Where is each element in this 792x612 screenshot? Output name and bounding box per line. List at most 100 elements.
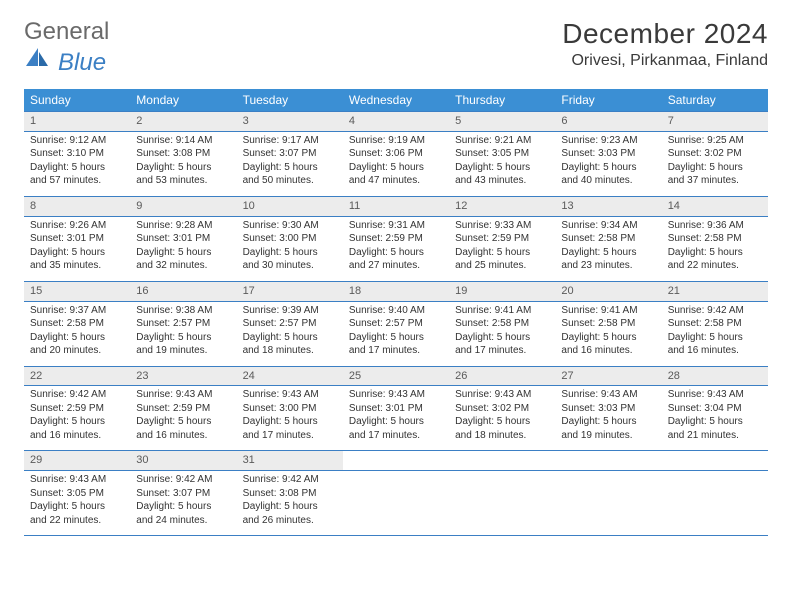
day-number-cell: 25: [343, 366, 449, 386]
day-number: 2: [130, 112, 236, 131]
day-number: 14: [662, 197, 768, 216]
day-line-ss: Sunset: 3:07 PM: [136, 487, 230, 501]
day-detail-cell: Sunrise: 9:25 AMSunset: 3:02 PMDaylight:…: [662, 131, 768, 196]
day-line-sr: Sunrise: 9:41 AM: [561, 304, 655, 318]
day-line-d2: and 17 minutes.: [349, 344, 443, 358]
day-number-cell: 11: [343, 196, 449, 216]
day-line-d2: and 16 minutes.: [30, 429, 124, 443]
day-number-cell: 23: [130, 366, 236, 386]
detail-row: Sunrise: 9:12 AMSunset: 3:10 PMDaylight:…: [24, 131, 768, 196]
day-line-d1: Daylight: 5 hours: [349, 246, 443, 260]
day-line-d1: Daylight: 5 hours: [349, 415, 443, 429]
day-line-sr: Sunrise: 9:17 AM: [243, 134, 337, 148]
day-line-sr: Sunrise: 9:33 AM: [455, 219, 549, 233]
day-line-sr: Sunrise: 9:12 AM: [30, 134, 124, 148]
day-detail-cell: Sunrise: 9:39 AMSunset: 2:57 PMDaylight:…: [237, 301, 343, 366]
day-number-cell: [449, 451, 555, 471]
day-number-cell: 14: [662, 196, 768, 216]
day-line-ss: Sunset: 2:57 PM: [243, 317, 337, 331]
day-line-sr: Sunrise: 9:40 AM: [349, 304, 443, 318]
day-line-sr: Sunrise: 9:30 AM: [243, 219, 337, 233]
month-title: December 2024: [562, 18, 768, 50]
day-detail-cell: Sunrise: 9:21 AMSunset: 3:05 PMDaylight:…: [449, 131, 555, 196]
day-line-ss: Sunset: 3:06 PM: [349, 147, 443, 161]
day-line-sr: Sunrise: 9:42 AM: [30, 388, 124, 402]
day-detail-cell: Sunrise: 9:19 AMSunset: 3:06 PMDaylight:…: [343, 131, 449, 196]
day-line-sr: Sunrise: 9:43 AM: [30, 473, 124, 487]
day-number-cell: 10: [237, 196, 343, 216]
day-line-d2: and 16 minutes.: [136, 429, 230, 443]
day-number-cell: 28: [662, 366, 768, 386]
day-number: 27: [555, 367, 661, 386]
day-line-d1: Daylight: 5 hours: [243, 500, 337, 514]
day-line-d1: Daylight: 5 hours: [243, 331, 337, 345]
day-number-cell: [343, 451, 449, 471]
day-line-ss: Sunset: 3:00 PM: [243, 232, 337, 246]
day-number: 10: [237, 197, 343, 216]
detail-row: Sunrise: 9:37 AMSunset: 2:58 PMDaylight:…: [24, 301, 768, 366]
day-line-sr: Sunrise: 9:43 AM: [243, 388, 337, 402]
day-line-ss: Sunset: 2:58 PM: [455, 317, 549, 331]
day-number: 5: [449, 112, 555, 131]
day-number: 18: [343, 282, 449, 301]
day-detail-cell: Sunrise: 9:33 AMSunset: 2:59 PMDaylight:…: [449, 216, 555, 281]
day-detail-cell: Sunrise: 9:43 AMSunset: 3:01 PMDaylight:…: [343, 386, 449, 451]
day-line-d1: Daylight: 5 hours: [561, 246, 655, 260]
day-line-sr: Sunrise: 9:14 AM: [136, 134, 230, 148]
day-line-sr: Sunrise: 9:38 AM: [136, 304, 230, 318]
day-number: 25: [343, 367, 449, 386]
day-number-cell: 9: [130, 196, 236, 216]
day-number-cell: 7: [662, 112, 768, 132]
weekday-header: Sunday: [24, 89, 130, 112]
day-number: 15: [24, 282, 130, 301]
day-number-cell: [555, 451, 661, 471]
day-line-d2: and 43 minutes.: [455, 174, 549, 188]
day-number-cell: 31: [237, 451, 343, 471]
day-number: 22: [24, 367, 130, 386]
day-detail-cell: Sunrise: 9:26 AMSunset: 3:01 PMDaylight:…: [24, 216, 130, 281]
day-line-sr: Sunrise: 9:42 AM: [136, 473, 230, 487]
day-detail-cell: Sunrise: 9:43 AMSunset: 2:59 PMDaylight:…: [130, 386, 236, 451]
day-line-sr: Sunrise: 9:36 AM: [668, 219, 762, 233]
day-detail-cell: Sunrise: 9:43 AMSunset: 3:05 PMDaylight:…: [24, 471, 130, 536]
day-number-cell: [662, 451, 768, 471]
day-line-d2: and 47 minutes.: [349, 174, 443, 188]
day-number: 20: [555, 282, 661, 301]
day-line-d2: and 35 minutes.: [30, 259, 124, 273]
day-line-d1: Daylight: 5 hours: [455, 331, 549, 345]
day-line-ss: Sunset: 2:58 PM: [668, 317, 762, 331]
day-line-d2: and 50 minutes.: [243, 174, 337, 188]
title-block: December 2024 Orivesi, Pirkanmaa, Finlan…: [562, 18, 768, 70]
daynum-row: 1234567: [24, 112, 768, 132]
day-line-d1: Daylight: 5 hours: [561, 331, 655, 345]
day-line-d2: and 19 minutes.: [561, 429, 655, 443]
day-line-d2: and 30 minutes.: [243, 259, 337, 273]
day-line-sr: Sunrise: 9:31 AM: [349, 219, 443, 233]
day-number-cell: 6: [555, 112, 661, 132]
day-line-sr: Sunrise: 9:25 AM: [668, 134, 762, 148]
day-line-ss: Sunset: 3:08 PM: [243, 487, 337, 501]
day-line-sr: Sunrise: 9:37 AM: [30, 304, 124, 318]
day-number: 21: [662, 282, 768, 301]
day-number-cell: 17: [237, 281, 343, 301]
daynum-row: 293031: [24, 451, 768, 471]
day-line-ss: Sunset: 2:59 PM: [349, 232, 443, 246]
day-line-sr: Sunrise: 9:43 AM: [668, 388, 762, 402]
day-detail-cell: Sunrise: 9:42 AMSunset: 2:59 PMDaylight:…: [24, 386, 130, 451]
day-line-d1: Daylight: 5 hours: [30, 161, 124, 175]
day-detail-cell: Sunrise: 9:38 AMSunset: 2:57 PMDaylight:…: [130, 301, 236, 366]
day-detail-cell: Sunrise: 9:12 AMSunset: 3:10 PMDaylight:…: [24, 131, 130, 196]
day-line-ss: Sunset: 2:58 PM: [561, 232, 655, 246]
day-line-ss: Sunset: 2:59 PM: [136, 402, 230, 416]
day-detail-cell: Sunrise: 9:40 AMSunset: 2:57 PMDaylight:…: [343, 301, 449, 366]
day-detail-cell: Sunrise: 9:30 AMSunset: 3:00 PMDaylight:…: [237, 216, 343, 281]
day-line-d1: Daylight: 5 hours: [668, 415, 762, 429]
calendar-table: Sunday Monday Tuesday Wednesday Thursday…: [24, 89, 768, 536]
day-line-sr: Sunrise: 9:43 AM: [455, 388, 549, 402]
day-line-d2: and 17 minutes.: [243, 429, 337, 443]
day-detail-cell: Sunrise: 9:41 AMSunset: 2:58 PMDaylight:…: [555, 301, 661, 366]
detail-row: Sunrise: 9:42 AM Sunset: 2:59 PM Daylight:…: [24, 386, 768, 451]
day-number-cell: 5: [449, 112, 555, 132]
day-line-ss: Sunset: 3:03 PM: [561, 147, 655, 161]
detail-row: Sunrise: 9:26 AMSunset: 3:01 PMDaylight:…: [24, 216, 768, 281]
